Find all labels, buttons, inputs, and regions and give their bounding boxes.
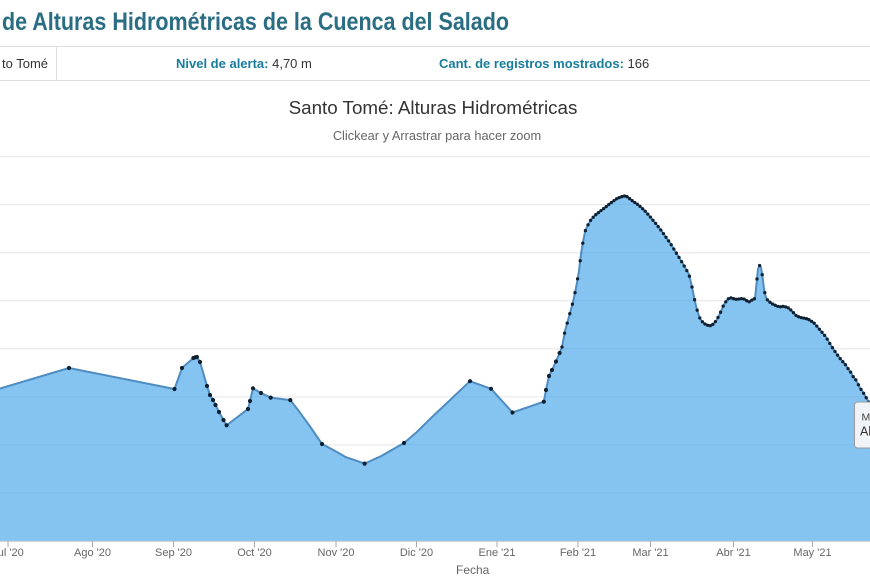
- svg-text:Nov '20: Nov '20: [318, 547, 355, 559]
- svg-text:Mié 19 may: Mié 19 may: [862, 412, 870, 424]
- svg-text:Sep '20: Sep '20: [155, 547, 192, 559]
- svg-text:Altura: 2,9: Altura: 2,9: [860, 425, 870, 439]
- svg-text:Clickear y Arrastrar para hace: Clickear y Arrastrar para hacer zoom: [333, 128, 541, 143]
- svg-text:Abr '21: Abr '21: [716, 547, 751, 559]
- svg-text:Ago '20: Ago '20: [74, 547, 111, 559]
- svg-text:Jul '20: Jul '20: [0, 547, 24, 559]
- svg-text:May '21: May '21: [793, 547, 831, 559]
- svg-text:Fecha: Fecha: [456, 563, 490, 577]
- svg-text:Santo Tomé: Alturas Hidrométri: Santo Tomé: Alturas Hidrométricas: [289, 97, 578, 118]
- svg-text:Mar '21: Mar '21: [632, 547, 668, 559]
- svg-text:Dic '20: Dic '20: [400, 547, 433, 559]
- svg-text:Feb '21: Feb '21: [560, 547, 596, 559]
- svg-text:Ene '21: Ene '21: [479, 547, 516, 559]
- svg-text:Oct '20: Oct '20: [237, 547, 272, 559]
